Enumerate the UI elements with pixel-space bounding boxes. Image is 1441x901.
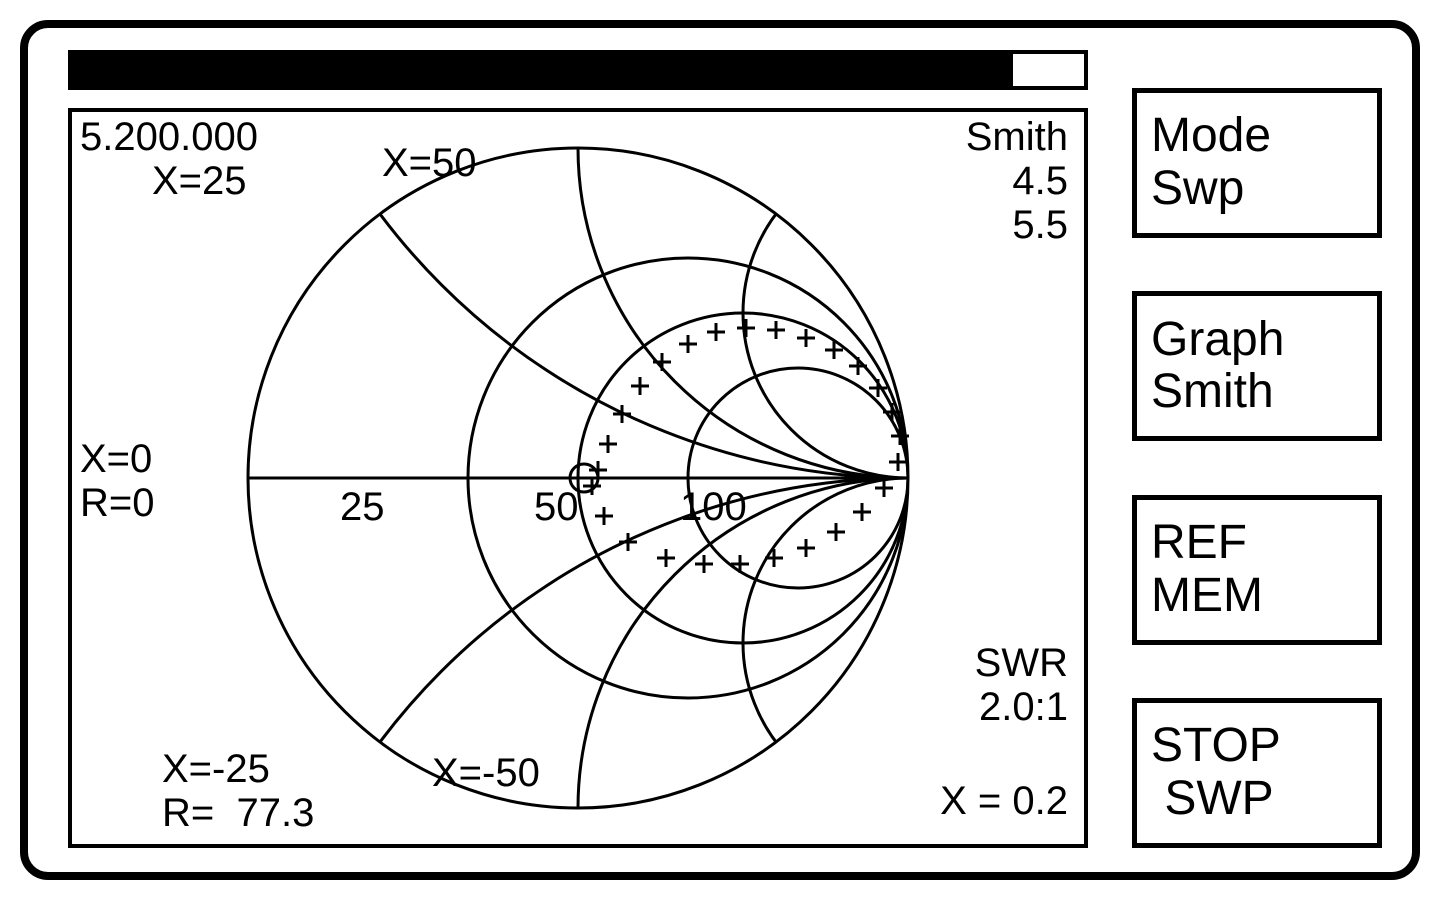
r-circle-label: 100: [680, 485, 747, 529]
button-label-line2: MEM: [1151, 570, 1377, 623]
data-point: [797, 329, 815, 347]
sweep-progress-bar: [68, 50, 1088, 90]
chart-title-v1: 4.5: [1012, 160, 1068, 202]
button-label-line1: Mode: [1151, 110, 1377, 163]
label-xm25: X=-25: [162, 748, 270, 790]
data-point: [765, 549, 783, 567]
data-point: [595, 507, 613, 525]
data-point: [849, 357, 867, 375]
r-circle-label: 50: [534, 485, 579, 529]
x-arc: [578, 112, 1084, 478]
button-label-line1: REF: [1151, 517, 1377, 570]
frequency-readout: 5.200.000: [80, 116, 258, 158]
data-point: [599, 435, 617, 453]
data-point: [827, 523, 845, 541]
label-x25: X=25: [152, 160, 247, 202]
label-xm50: X=-50: [432, 752, 540, 794]
mode-swp-button[interactable]: Mode Swp: [1132, 88, 1382, 238]
label-r-readout: R= 77.3: [162, 792, 314, 834]
data-point: [731, 555, 749, 573]
data-point: [797, 539, 815, 557]
button-label-line1: Graph: [1151, 314, 1377, 367]
data-point: [653, 353, 671, 371]
device-frame: 25 50 100 5.200.000 X=25 X=50 X=0 R=0 X=-2…: [20, 20, 1420, 880]
data-point: [737, 319, 755, 337]
button-label-line2: Swp: [1151, 163, 1377, 216]
x-arc: [248, 112, 1084, 478]
sweep-progress-fill: [72, 54, 1013, 86]
data-point: [631, 377, 649, 395]
data-point: [619, 533, 637, 551]
data-point: [679, 335, 697, 353]
label-x-readout: X = 0.2: [940, 780, 1068, 822]
label-x0: X=0: [80, 438, 152, 480]
data-point: [695, 555, 713, 573]
smith-chart: 25 50 100: [72, 112, 1084, 844]
stop-swp-button[interactable]: STOP SWP: [1132, 698, 1382, 848]
swr-label: SWR: [975, 642, 1068, 684]
graph-smith-button[interactable]: Graph Smith: [1132, 291, 1382, 441]
data-point: [657, 549, 675, 567]
button-label-line2: Smith: [1151, 366, 1377, 419]
data-point: [707, 323, 725, 341]
swr-value: 2.0:1: [979, 686, 1068, 728]
button-label-line2: SWP: [1151, 773, 1377, 826]
button-column: Mode Swp Graph Smith REF MEM STOP SWP: [1132, 88, 1382, 848]
label-x50: X=50: [382, 142, 477, 184]
button-label-line1: STOP: [1151, 720, 1377, 773]
data-point: [613, 405, 631, 423]
chart-title-v2: 5.5: [1012, 204, 1068, 246]
smith-chart-frame: 25 50 100 5.200.000 X=25 X=50 X=0 R=0 X=-2…: [68, 108, 1088, 848]
r-circle-label: 25: [340, 485, 385, 529]
data-point: [767, 321, 785, 339]
label-r0: R=0: [80, 482, 155, 524]
data-point: [853, 503, 871, 521]
data-point: [589, 461, 607, 479]
chart-title: Smith: [966, 116, 1068, 158]
ref-mem-button[interactable]: REF MEM: [1132, 495, 1382, 645]
